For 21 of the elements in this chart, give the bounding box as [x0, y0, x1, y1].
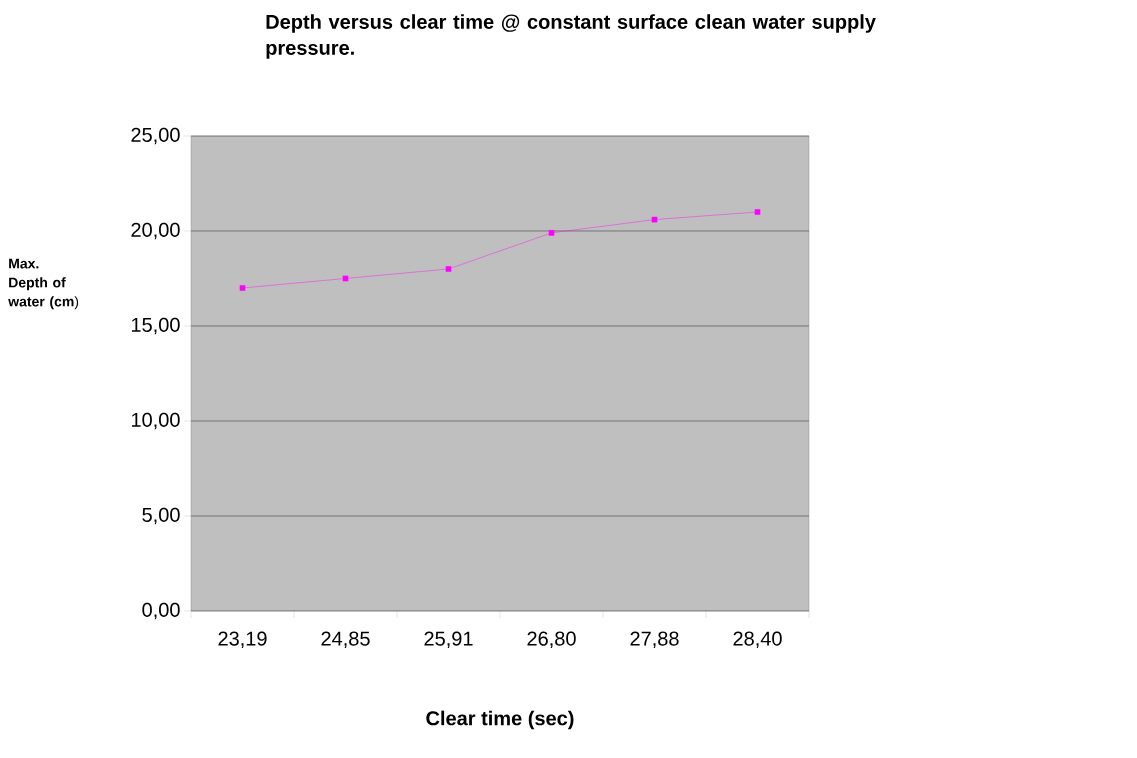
y-tick-label: 20,00 — [131, 222, 180, 240]
x-tick-label: 26,80 — [527, 631, 576, 649]
point — [651, 216, 658, 223]
x-tick-label: 24,85 — [321, 631, 370, 649]
point — [342, 275, 349, 282]
x-tick-label: 27,88 — [630, 631, 679, 649]
point — [239, 285, 246, 291]
y-axis-title: Max. Depth of water (cm) — [8, 258, 79, 310]
y-tick-label: 25,00 — [131, 127, 180, 145]
y-tick-label: 15,00 — [131, 317, 180, 335]
y-tick-label: 5,00 — [142, 507, 180, 525]
point — [754, 209, 761, 215]
y-tick-label: 10,00 — [131, 412, 180, 430]
x-tick-label: 28,40 — [733, 631, 782, 649]
y-tick-label: 0,00 — [142, 602, 180, 620]
point — [445, 266, 452, 272]
x-tick-label: 23,19 — [218, 631, 267, 649]
x-tick-label: 25,91 — [424, 631, 473, 649]
x-axis-title: Clear time (sec) — [426, 710, 574, 730]
point — [548, 230, 555, 236]
chart-title: Depth versus clear time @ constant surface clean water supply pressure. — [266, 14, 876, 59]
